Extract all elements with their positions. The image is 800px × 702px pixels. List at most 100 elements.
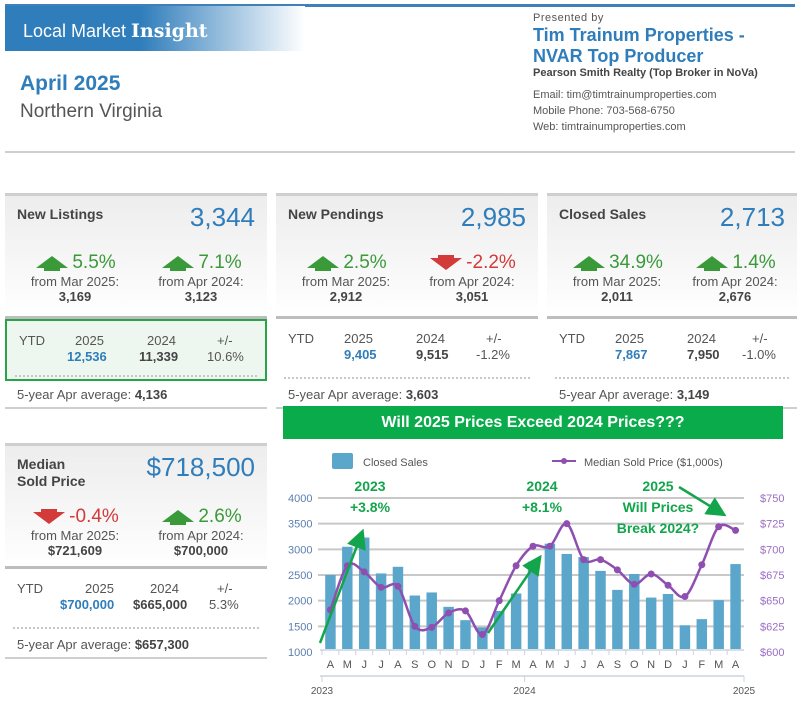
top-rule [5, 4, 795, 7]
ytd-y1-value: 7,867 [615, 347, 648, 362]
ytd-diff-label: +/- [217, 581, 233, 596]
legend-line-marker [561, 458, 567, 464]
price-point [411, 622, 419, 630]
card-closed-sales: Closed Sales 2,713 34.9% from Mar 2025: … [547, 193, 797, 409]
card-title: Closed Sales [559, 206, 647, 222]
five-year-average: 5-year Apr average: $657,300 [5, 631, 267, 659]
price-point [495, 597, 503, 605]
ytd-label: YTD [559, 331, 585, 346]
left-tick-label: 4000 [288, 493, 312, 505]
card-new-listings: New Listings 3,344 5.5% from Mar 2025: 3… [5, 193, 267, 409]
x-tick-label: M [343, 659, 352, 671]
annotation-arrow-2025 [678, 485, 727, 517]
ytd-label: YTD [288, 331, 314, 346]
x-tick-label: A [529, 659, 537, 671]
change-from-label: from Mar 2025: [30, 528, 120, 543]
presenter-email[interactable]: Email: tim@timtrainumproperties.com [533, 89, 717, 101]
x-tick-label: J [361, 659, 367, 671]
change-year: 7.1% from Apr 2024: 3,123 [141, 252, 261, 304]
x-tick-label: F [698, 659, 705, 671]
annotation-2024-pct: +8.1% [522, 499, 563, 515]
avg-label: 5-year Apr average: [559, 387, 674, 402]
card-value: $718,500 [146, 452, 255, 482]
ytd-y2-value: 7,950 [687, 347, 720, 362]
presenter-phone[interactable]: Mobile Phone: 703-568-6750 [533, 105, 675, 117]
sales-price-chart: Closed Sales Median Sold Price ($1,000s)… [282, 445, 800, 697]
ytd-panel: YTD 2025 12,536 2024 11,339 +/- 10.6% [5, 319, 267, 381]
bar-closed-sales [561, 553, 572, 649]
x-tick-label: A [597, 659, 605, 671]
price-point [580, 556, 588, 564]
presenter-web[interactable]: Web: timtrainumproperties.com [533, 121, 686, 133]
legend-closed-sales: Closed Sales [363, 457, 428, 469]
change-from-value: $721,609 [47, 543, 103, 558]
avg-value: $657,300 [134, 637, 190, 652]
bar-closed-sales [426, 592, 437, 649]
x-tick-label: D [462, 659, 470, 671]
bar-closed-sales [662, 593, 674, 649]
bar-closed-sales [392, 566, 404, 649]
change-pct: -0.4% [69, 506, 119, 527]
five-year-average: 5-year Apr average: 3,149 [547, 381, 797, 409]
arrow-up-icon [162, 510, 195, 525]
price-point [529, 542, 537, 550]
price-point [360, 568, 368, 576]
right-tick-label: $750 [760, 493, 784, 505]
change-year: 2.6% from Apr 2024: $700,000 [141, 506, 261, 558]
arrow-down-icon [33, 509, 66, 524]
avg-value: 3,603 [405, 387, 439, 402]
ytd-label: YTD [17, 581, 43, 596]
ytd-diff-value: -1.2% [476, 347, 510, 362]
right-tick-label: $700 [760, 544, 784, 556]
change-from-label: from Mar 2025: [30, 274, 120, 289]
price-point [613, 566, 621, 574]
ytd-y2-value: 9,515 [416, 347, 449, 362]
card-title: Median Sold Price [17, 456, 85, 490]
ytd-y1-label: 2025 [344, 331, 373, 346]
presented-by: Presented by [533, 12, 604, 24]
presenter-block: Presented by Tim Trainum Properties - NV… [533, 12, 798, 135]
chart-svg: Closed Sales Median Sold Price ($1,000s)… [288, 453, 784, 697]
banner-title: Local Market Insight [23, 20, 208, 42]
x-tick-label: J [682, 659, 688, 671]
ytd-label: YTD [19, 333, 45, 348]
year-label: 2023 [311, 686, 334, 697]
banner: Local Market Insight [5, 6, 305, 51]
arrow-up-icon [307, 256, 340, 271]
price-point [664, 581, 672, 589]
price-point [715, 523, 723, 531]
ytd-y2-value: $665,000 [133, 597, 188, 612]
annotation-2024-year: 2024 [526, 478, 557, 494]
card-median-sold-price: Median Sold Price $718,500 -0.4% from Mar… [5, 443, 267, 659]
chart-legend: Closed Sales Median Sold Price ($1,000s) [332, 453, 723, 469]
bar-closed-sales [494, 610, 505, 649]
x-tick-label: M [512, 659, 521, 671]
card-title: New Pendings [288, 206, 384, 222]
bar-closed-sales [679, 625, 691, 649]
header-divider [5, 151, 795, 153]
year-label: 2024 [513, 686, 536, 697]
x-tick-label: A [732, 659, 740, 671]
right-tick-label: $625 [760, 621, 784, 633]
change-from-label: from Mar 2025: [301, 274, 391, 289]
change-year: 1.4% from Apr 2024: 2,676 [675, 252, 795, 304]
bar-closed-sales [696, 619, 708, 649]
bar-closed-sales [645, 597, 657, 649]
banner-prefix: Local Market [23, 21, 132, 41]
ytd-y1-value: 9,405 [344, 347, 377, 362]
price-point [681, 593, 689, 601]
bar-closed-sales [595, 570, 606, 649]
bar-closed-sales [527, 561, 539, 649]
bar-closed-sales [409, 595, 421, 649]
price-point [597, 556, 605, 564]
change-pct: 34.9% [609, 252, 663, 273]
change-from-value: 2,912 [329, 289, 363, 304]
card-value: 3,344 [189, 202, 255, 232]
ytd-diff-label: +/- [486, 331, 502, 346]
change-month: 5.5% from Mar 2025: 3,169 [15, 252, 135, 304]
right-tick-label: $675 [760, 570, 784, 582]
price-point [428, 623, 436, 631]
arrow-up-icon [36, 256, 69, 271]
change-from-value: 2,676 [718, 289, 752, 304]
bar-closed-sales [477, 627, 488, 649]
